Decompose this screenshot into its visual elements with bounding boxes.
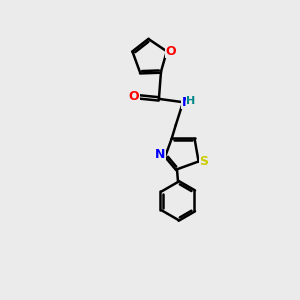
- Text: H: H: [186, 96, 196, 106]
- Text: O: O: [128, 90, 139, 103]
- Text: N: N: [155, 148, 165, 161]
- Text: N: N: [182, 95, 192, 109]
- Text: S: S: [199, 155, 208, 168]
- Text: O: O: [165, 45, 176, 58]
